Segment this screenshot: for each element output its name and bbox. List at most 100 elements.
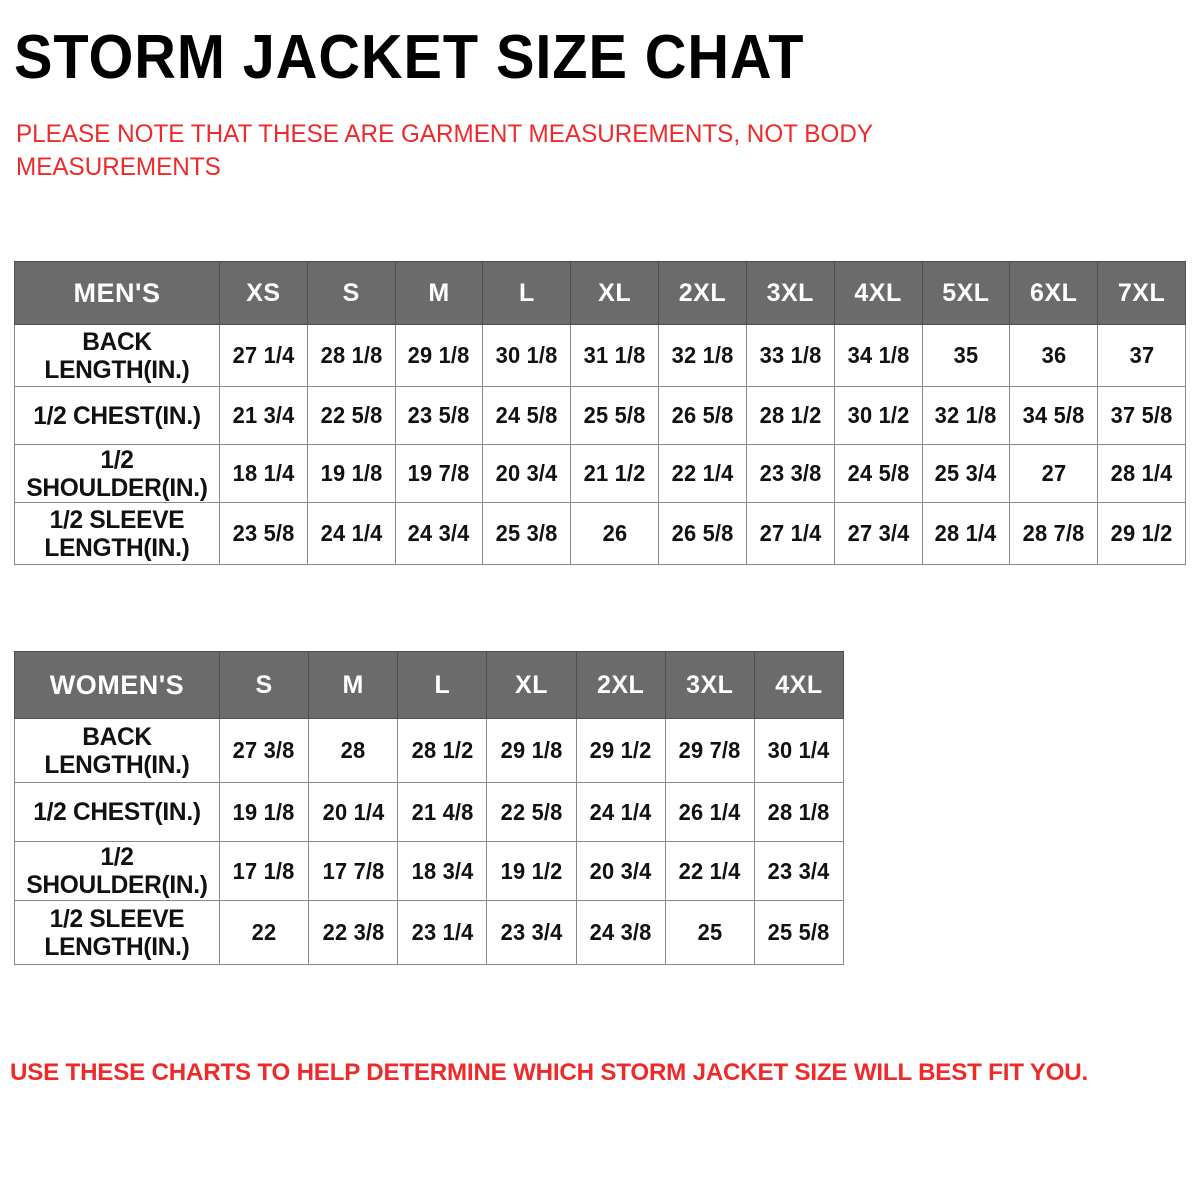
measurement-value: 19 1/2 (500, 857, 563, 884)
measurement-value: 30 1/2 (847, 402, 910, 428)
measurement-value: 20 3/4 (589, 857, 652, 884)
measurement-value: 29 1/2 (589, 737, 652, 763)
measurement-value: 32 1/8 (934, 402, 997, 428)
row-label-line: 1/2 CHEST(IN.) (33, 401, 201, 430)
measurement-value: 17 7/8 (322, 857, 385, 884)
measurement-value: 19 1/8 (233, 798, 296, 825)
measurement-cell: 24 1/4 (575, 782, 666, 842)
row-label-line: 1/2 SLEEVE (49, 904, 185, 933)
measurement-value: 28 1/8 (320, 342, 383, 368)
row-label: 1/2 SLEEVE LENGTH(IN.) (14, 900, 220, 965)
column-header-s: S (218, 651, 310, 719)
measurement-value: 22 3/8 (322, 919, 385, 945)
measurement-cell: 23 3/4 (486, 900, 577, 965)
measurement-cell: 25 3/4 (921, 444, 1011, 503)
row-label-line: LENGTH(IN.) (44, 533, 190, 562)
measurement-cell: 34 1/8 (833, 324, 923, 387)
column-header-2xl: 2XL (575, 651, 666, 719)
note-use-these-charts: USE THESE CHARTS TO HELP DETERMINE WHICH… (10, 1059, 1089, 1086)
measurement-cell: 20 3/4 (575, 841, 666, 901)
measurement-value: 23 3/4 (500, 919, 563, 945)
measurement-value: 28 (340, 737, 366, 763)
column-header-xl: XL (486, 651, 577, 719)
row-label-line: 1/2 SHOULDER(IN.) (26, 843, 208, 899)
measurement-cell: 19 7/8 (394, 444, 484, 503)
measurement-cell: 17 7/8 (308, 841, 399, 901)
measurement-value: 23 5/8 (232, 520, 295, 546)
measurement-value: 33 1/8 (759, 342, 822, 368)
measurement-cell: 22 (218, 900, 310, 965)
measurement-cell: 28 1/4 (1097, 444, 1186, 503)
measurement-cell: 29 1/2 (1097, 502, 1186, 565)
measurement-value: 25 5/8 (767, 919, 830, 945)
column-header-s: S (306, 261, 396, 325)
measurement-cell: 28 1/2 (745, 386, 835, 445)
measurement-cell: 31 1/8 (570, 324, 660, 387)
measurement-value: 34 5/8 (1022, 402, 1085, 428)
measurement-cell: 25 (664, 900, 755, 965)
measurement-value: 18 3/4 (411, 857, 474, 884)
row-label-line: LENGTH(IN.) (44, 750, 190, 779)
measurement-value: 23 1/4 (411, 919, 474, 945)
mens-corner-header: MEN'S (14, 261, 220, 325)
measurement-cell: 25 3/8 (482, 502, 572, 565)
measurement-value: 19 7/8 (408, 460, 470, 486)
measurement-cell: 23 1/4 (397, 900, 488, 965)
measurement-value: 20 1/4 (322, 798, 385, 825)
measurement-cell: 26 5/8 (658, 386, 747, 445)
column-header-4xl: 4XL (753, 651, 845, 719)
measurement-value: 24 5/8 (847, 460, 910, 486)
measurement-cell: 21 1/2 (570, 444, 660, 503)
measurement-cell: 20 3/4 (482, 444, 572, 503)
womens-table-head: WOMEN'S S M L XL 2XL 3XL 4XL (14, 651, 845, 719)
measurement-value: 29 1/8 (408, 342, 470, 368)
measurement-cell: 19 1/8 (218, 782, 310, 842)
measurement-cell: 30 1/8 (482, 324, 572, 387)
table-row: 1/2 SHOULDER(IN.) 17 1/8 17 7/8 18 3/4 19 1/… (14, 841, 845, 901)
measurement-cell: 17 1/8 (218, 841, 310, 901)
measurement-value: 21 3/4 (232, 402, 295, 428)
measurement-value: 28 1/4 (934, 520, 997, 546)
column-header-7xl: 7XL (1097, 261, 1186, 325)
table-row: 1/2 CHEST(IN.) 19 1/8 20 1/4 21 4/8 22 5/8 24… (14, 782, 845, 842)
measurement-cell: 29 7/8 (664, 718, 755, 783)
page-title: STORM JACKET SIZE CHAT (14, 23, 805, 92)
table-row: 1/2 CHEST(IN.) 21 3/4 22 5/8 23 5/8 24 5/8 25… (14, 386, 1186, 445)
table-row: 1/2 SLEEVE LENGTH(IN.) 23 5/8 24 1/4 24 3/4 2… (14, 502, 1186, 565)
measurement-value: 23 5/8 (408, 402, 470, 428)
measurement-cell: 28 1/4 (921, 502, 1011, 565)
row-label: 1/2 SHOULDER(IN.) (14, 444, 220, 503)
measurement-cell: 20 1/4 (308, 782, 399, 842)
column-header-3xl: 3XL (745, 261, 835, 325)
womens-size-table: WOMEN'S S M L XL 2XL 3XL 4XL BACK LENGTH(IN.) 27 … (14, 651, 845, 965)
measurement-value: 28 1/2 (411, 737, 474, 763)
measurement-cell: 23 5/8 (394, 386, 484, 445)
measurement-cell: 18 3/4 (397, 841, 488, 901)
measurement-value: 29 1/8 (500, 737, 563, 763)
measurement-cell: 28 7/8 (1009, 502, 1099, 565)
measurement-value: 22 (251, 919, 277, 945)
measurement-cell: 24 3/8 (575, 900, 666, 965)
measurement-cell: 24 5/8 (482, 386, 572, 445)
measurement-value: 26 5/8 (671, 402, 734, 428)
mens-header-row: MEN'S XS S M L XL 2XL 3XL 4XL 5XL 6XL 7XL (14, 261, 1186, 325)
measurement-value: 22 5/8 (320, 402, 383, 428)
measurement-cell: 29 1/2 (575, 718, 666, 783)
column-header-m: M (394, 261, 484, 325)
measurement-value: 18 1/4 (232, 460, 295, 486)
measurement-value: 26 1/4 (678, 798, 741, 825)
measurement-cell: 33 1/8 (745, 324, 835, 387)
measurement-cell: 30 1/4 (753, 718, 845, 783)
measurement-cell: 26 5/8 (658, 502, 747, 565)
measurement-value: 24 1/4 (589, 798, 652, 825)
measurement-value: 22 5/8 (500, 798, 563, 825)
column-header-m: M (308, 651, 399, 719)
table-row: BACK LENGTH(IN.) 27 1/4 28 1/8 29 1/8 30 1/8 3… (14, 324, 1186, 387)
measurement-value: 30 1/4 (767, 737, 830, 763)
measurement-value: 25 5/8 (583, 402, 646, 428)
measurement-value: 27 1/4 (759, 520, 822, 546)
measurement-cell: 22 3/8 (308, 900, 399, 965)
row-label: 1/2 SLEEVE LENGTH(IN.) (14, 502, 220, 565)
measurement-value: 26 (602, 520, 627, 546)
